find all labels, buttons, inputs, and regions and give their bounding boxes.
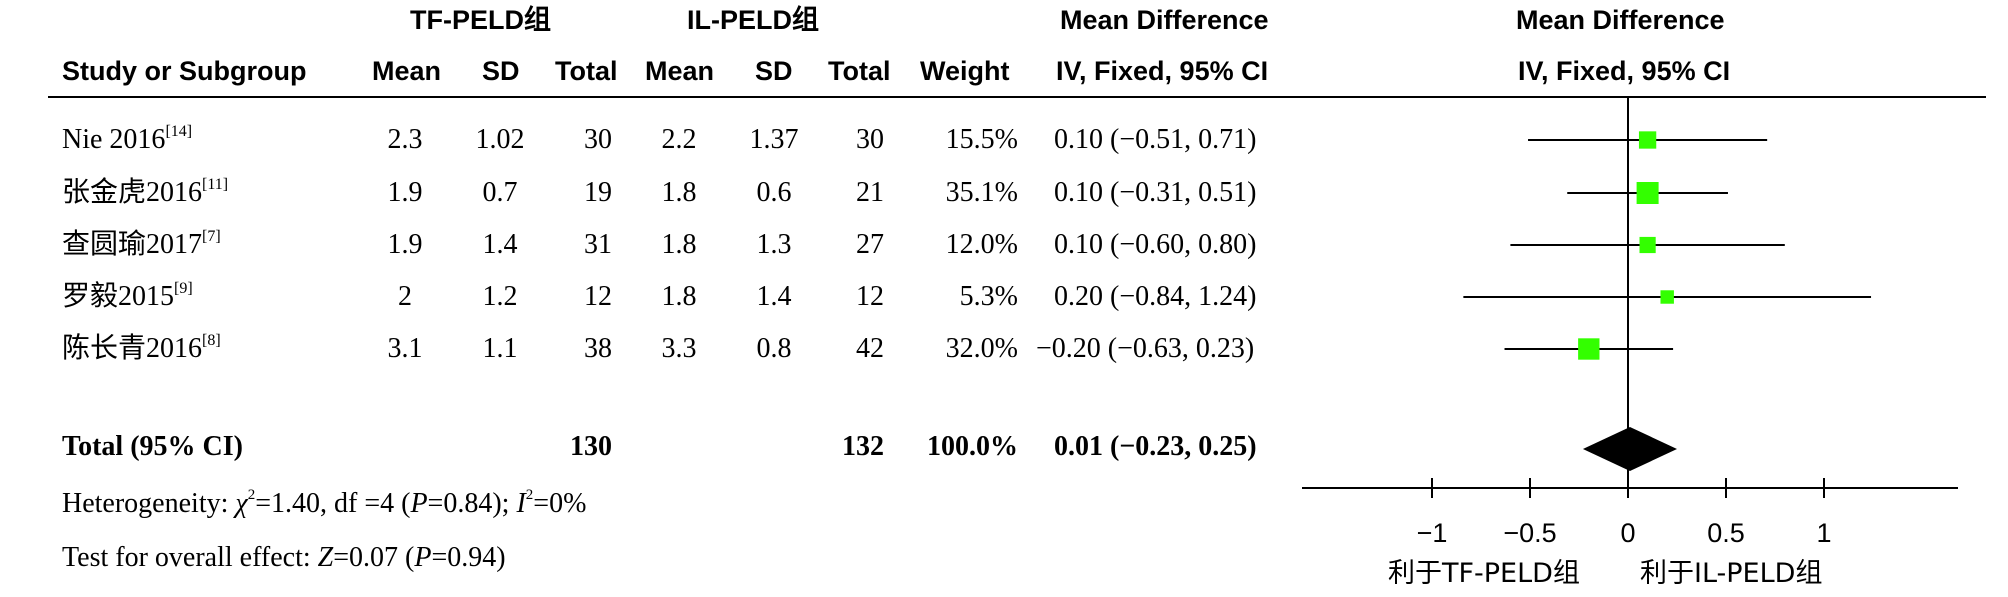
weight-value: 32.0%	[945, 333, 1018, 364]
sd1-header: SD	[482, 56, 520, 86]
mean1-header: Mean	[372, 56, 442, 86]
sd2-value: 0.8	[756, 333, 792, 364]
study-name: 查圆瑜2017[7]	[62, 228, 221, 260]
total-ci: 0.01 (−0.23, 0.25)	[1054, 431, 1257, 462]
weight-value: 35.1%	[945, 177, 1018, 208]
n1-value: 30	[584, 124, 612, 155]
n2-value: 21	[856, 177, 884, 208]
sd1-value: 1.4	[482, 229, 518, 260]
n2-value: 27	[856, 229, 884, 260]
sd1-value: 1.1	[482, 333, 518, 364]
study-column-header: Study or Subgroup	[62, 56, 307, 86]
mean2-value: 1.8	[661, 229, 697, 260]
sd1-value: 1.2	[482, 281, 518, 312]
mean1-value: 1.9	[387, 177, 423, 208]
sd2-value: 1.37	[749, 124, 799, 155]
md-ci-header: IV, Fixed, 95% CI	[1056, 56, 1269, 86]
study-name: 罗毅2015[9]	[62, 280, 193, 312]
total2-header: Total	[828, 56, 891, 86]
total-weight: 100.0%	[927, 431, 1018, 462]
weight-header: Weight	[920, 56, 1010, 86]
x-tick-label: −1	[1417, 518, 1448, 548]
n1-value: 19	[584, 177, 612, 208]
sd2-value: 1.3	[756, 229, 792, 260]
weight-value: 5.3%	[959, 281, 1018, 312]
mean2-header: Mean	[645, 56, 715, 86]
x-tick-label: 1	[1816, 518, 1831, 548]
sd1-value: 1.02	[475, 124, 525, 155]
ci-value: 0.10 (−0.51, 0.71)	[1054, 124, 1257, 155]
ci-value: −0.20 (−0.63, 0.23)	[1036, 333, 1255, 364]
sd1-value: 0.7	[482, 177, 518, 208]
ci-value: 0.10 (−0.31, 0.51)	[1054, 177, 1257, 208]
effect-marker	[1660, 290, 1674, 304]
plot-ci-header: IV, Fixed, 95% CI	[1518, 56, 1731, 86]
md-column-title: Mean Difference	[1060, 5, 1269, 35]
n2-value: 42	[856, 333, 884, 364]
total-n1: 130	[570, 431, 612, 462]
study-name: Nie 2016[14]	[62, 123, 193, 155]
sd2-value: 0.6	[756, 177, 792, 208]
x-tick-label: 0	[1620, 518, 1635, 548]
favours-right-label: 利于IL-PELD组	[1640, 558, 1823, 589]
total-label: Total (95% CI)	[62, 431, 243, 462]
group2-title: IL-PELD组	[687, 5, 819, 35]
x-tick-label: 0.5	[1707, 518, 1745, 548]
sd2-header: SD	[755, 56, 793, 86]
total-n2: 132	[842, 431, 884, 462]
effect-marker	[1636, 182, 1659, 204]
total1-header: Total	[555, 56, 618, 86]
mean1-value: 2	[398, 281, 412, 312]
sd2-value: 1.4	[756, 281, 792, 312]
mean2-value: 2.2	[661, 124, 697, 155]
n2-value: 12	[856, 281, 884, 312]
x-tick-label: −0.5	[1503, 518, 1556, 548]
header-rule	[48, 96, 1986, 98]
favours-left-label: 利于TF-PELD组	[1388, 558, 1580, 589]
mean2-value: 3.3	[661, 333, 697, 364]
mean1-value: 3.1	[387, 333, 423, 364]
weight-value: 15.5%	[945, 124, 1018, 155]
effect-marker	[1638, 131, 1657, 149]
ci-value: 0.20 (−0.84, 1.24)	[1054, 281, 1257, 312]
n2-value: 30	[856, 124, 884, 155]
n1-value: 38	[584, 333, 612, 364]
plot-title: Mean Difference	[1516, 5, 1725, 35]
mean2-value: 1.8	[661, 281, 697, 312]
weight-value: 12.0%	[945, 229, 1018, 260]
effect-marker	[1639, 236, 1656, 254]
study-name: 张金虎2016[11]	[62, 176, 229, 208]
mean1-value: 2.3	[387, 124, 423, 155]
heterogeneity-text: Heterogeneity: χ2=1.40, df =4 (P=0.84); …	[62, 487, 587, 519]
study-name: 陈长青2016[8]	[62, 332, 221, 364]
mean2-value: 1.8	[661, 177, 697, 208]
pooled-diamond	[1582, 427, 1677, 471]
effect-marker	[1578, 338, 1600, 360]
n1-value: 12	[584, 281, 612, 312]
mean1-value: 1.9	[387, 229, 423, 260]
ci-value: 0.10 (−0.60, 0.80)	[1054, 229, 1257, 260]
overall-effect-text: Test for overall effect: Z=0.07 (P=0.94)	[62, 542, 506, 573]
n1-value: 31	[584, 229, 612, 260]
group1-title: TF-PELD组	[410, 5, 551, 35]
